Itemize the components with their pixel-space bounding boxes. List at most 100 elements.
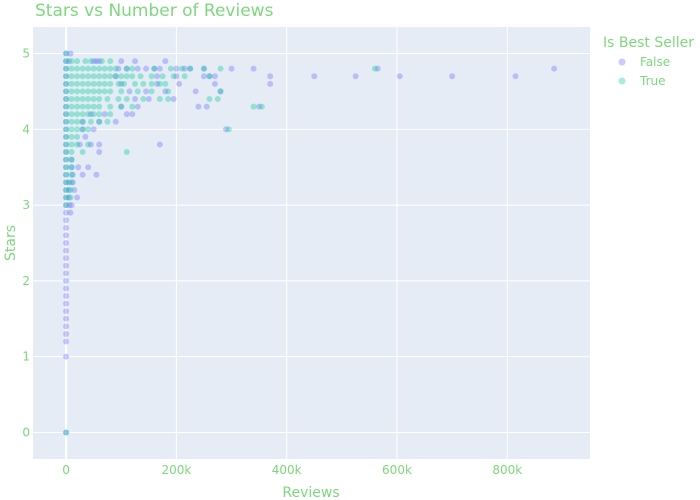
scatter-point-false[interactable]: [85, 164, 92, 171]
scatter-point-false[interactable]: [126, 88, 133, 95]
scatter-point-true[interactable]: [181, 73, 188, 80]
scatter-point-false[interactable]: [123, 65, 130, 72]
scatter-point-true[interactable]: [68, 141, 75, 148]
scatter-point-true[interactable]: [112, 73, 119, 80]
scatter-point-true[interactable]: [200, 65, 207, 72]
scatter-point-true[interactable]: [68, 103, 75, 110]
scatter-point-true[interactable]: [87, 58, 94, 65]
scatter-point-false[interactable]: [63, 353, 70, 360]
scatter-point-false[interactable]: [63, 58, 70, 65]
scatter-point-true[interactable]: [159, 73, 166, 80]
scatter-point-true[interactable]: [85, 65, 92, 72]
scatter-point-true[interactable]: [134, 88, 141, 95]
scatter-point-false[interactable]: [63, 149, 70, 156]
scatter-point-true[interactable]: [63, 429, 70, 436]
plot-area[interactable]: [33, 27, 590, 459]
scatter-point-false[interactable]: [63, 277, 70, 284]
scatter-point-false[interactable]: [143, 88, 150, 95]
scatter-point-false[interactable]: [156, 65, 163, 72]
scatter-point-false[interactable]: [101, 111, 108, 118]
scatter-point-true[interactable]: [90, 80, 97, 87]
scatter-point-true[interactable]: [371, 65, 378, 72]
scatter-point-true[interactable]: [96, 73, 103, 80]
scatter-point-true[interactable]: [85, 126, 92, 133]
scatter-point-false[interactable]: [69, 171, 76, 178]
scatter-point-false[interactable]: [63, 217, 70, 224]
scatter-point-true[interactable]: [170, 73, 177, 80]
scatter-point-false[interactable]: [311, 73, 318, 80]
scatter-point-false[interactable]: [192, 88, 199, 95]
scatter-point-true[interactable]: [129, 73, 136, 80]
scatter-point-false[interactable]: [65, 58, 72, 65]
scatter-point-false[interactable]: [187, 65, 194, 72]
scatter-point-false[interactable]: [87, 111, 94, 118]
scatter-point-true[interactable]: [120, 80, 127, 87]
scatter-point-true[interactable]: [162, 80, 169, 87]
scatter-point-true[interactable]: [63, 179, 70, 186]
scatter-point-false[interactable]: [134, 65, 141, 72]
scatter-point-false[interactable]: [65, 186, 72, 193]
scatter-point-false[interactable]: [63, 202, 70, 209]
scatter-point-false[interactable]: [63, 118, 70, 125]
scatter-point-true[interactable]: [63, 80, 70, 87]
scatter-point-true[interactable]: [74, 126, 81, 133]
scatter-point-false[interactable]: [63, 186, 70, 193]
scatter-point-false[interactable]: [63, 429, 70, 436]
scatter-point-false[interactable]: [63, 194, 70, 201]
scatter-point-true[interactable]: [68, 126, 75, 133]
scatter-point-true[interactable]: [63, 65, 70, 72]
scatter-point-true[interactable]: [101, 65, 108, 72]
scatter-point-false[interactable]: [267, 73, 274, 80]
scatter-point-true[interactable]: [63, 73, 70, 80]
scatter-point-false[interactable]: [65, 179, 72, 186]
scatter-point-false[interactable]: [63, 209, 70, 216]
scatter-point-true[interactable]: [156, 80, 163, 87]
scatter-point-false[interactable]: [63, 338, 70, 345]
scatter-point-true[interactable]: [79, 126, 86, 133]
scatter-point-false[interactable]: [96, 141, 103, 148]
scatter-point-false[interactable]: [154, 80, 161, 87]
scatter-point-true[interactable]: [101, 88, 108, 95]
scatter-point-true[interactable]: [63, 50, 70, 57]
scatter-point-true[interactable]: [68, 164, 75, 171]
scatter-point-true[interactable]: [68, 111, 75, 118]
scatter-point-true[interactable]: [67, 194, 74, 201]
scatter-point-false[interactable]: [63, 141, 70, 148]
scatter-point-false[interactable]: [93, 171, 100, 178]
scatter-point-false[interactable]: [63, 96, 70, 102]
legend-marker-false[interactable]: [618, 58, 626, 66]
scatter-point-false[interactable]: [69, 179, 76, 186]
scatter-point-true[interactable]: [96, 80, 103, 87]
scatter-point-false[interactable]: [112, 118, 119, 125]
scatter-point-false[interactable]: [132, 58, 139, 65]
scatter-point-false[interactable]: [162, 88, 169, 95]
scatter-point-false[interactable]: [68, 202, 75, 209]
scatter-point-false[interactable]: [151, 65, 158, 72]
scatter-point-false[interactable]: [143, 65, 150, 72]
scatter-point-true[interactable]: [165, 88, 172, 95]
scatter-point-false[interactable]: [63, 247, 70, 254]
scatter-point-false[interactable]: [96, 58, 103, 65]
scatter-point-false[interactable]: [267, 80, 274, 87]
scatter-point-true[interactable]: [98, 58, 105, 65]
scatter-point-true[interactable]: [148, 88, 155, 95]
scatter-point-true[interactable]: [123, 149, 130, 156]
scatter-point-false[interactable]: [352, 73, 359, 80]
scatter-point-true[interactable]: [63, 103, 70, 110]
scatter-point-false[interactable]: [90, 58, 97, 65]
scatter-point-true[interactable]: [104, 118, 111, 125]
scatter-point-false[interactable]: [63, 126, 70, 133]
scatter-point-false[interactable]: [63, 111, 70, 118]
scatter-point-true[interactable]: [115, 96, 122, 102]
scatter-point-false[interactable]: [211, 80, 218, 87]
scatter-point-false[interactable]: [112, 73, 119, 80]
scatter-point-true[interactable]: [63, 202, 70, 209]
scatter-point-true[interactable]: [74, 96, 81, 102]
scatter-point-true[interactable]: [148, 80, 155, 87]
scatter-point-true[interactable]: [68, 133, 75, 140]
scatter-point-false[interactable]: [203, 103, 210, 110]
scatter-point-true[interactable]: [79, 111, 86, 118]
scatter-point-false[interactable]: [63, 171, 70, 178]
scatter-point-false[interactable]: [512, 73, 519, 80]
scatter-point-false[interactable]: [65, 194, 72, 201]
